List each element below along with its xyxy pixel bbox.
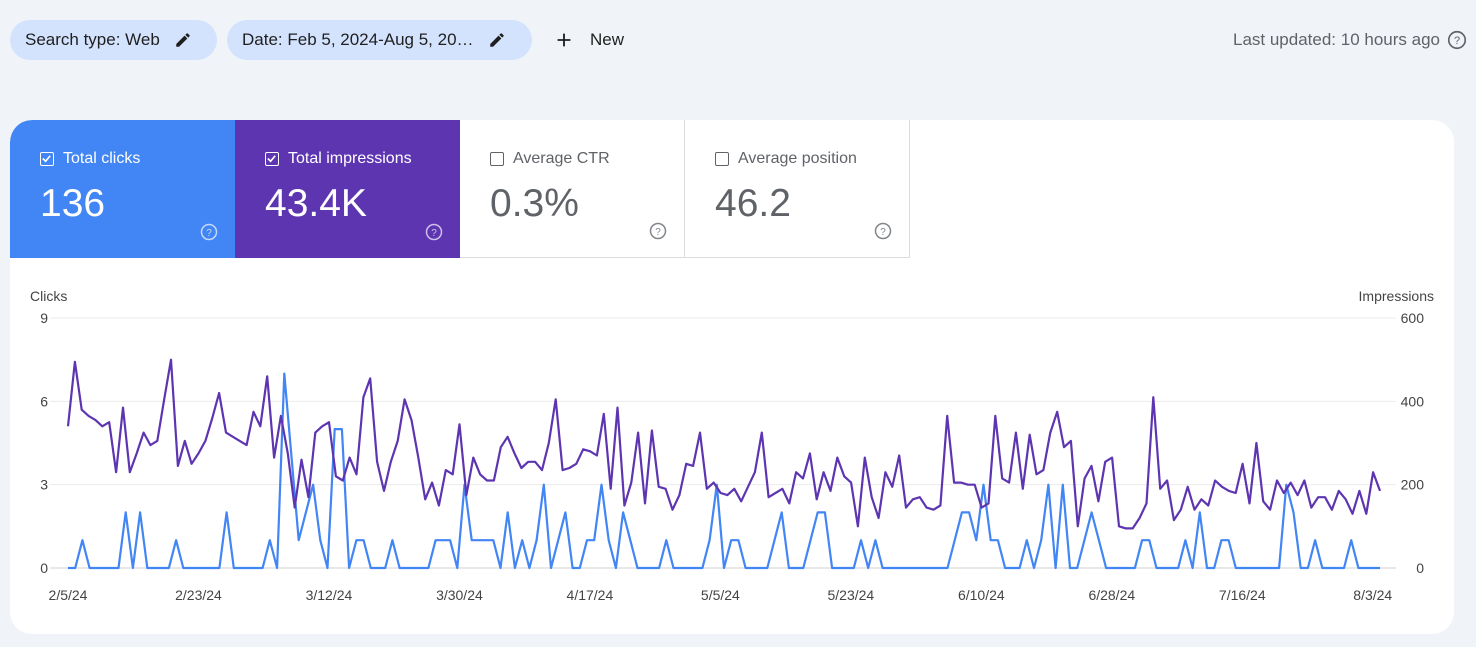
right-tick-label: 600 (1401, 310, 1425, 326)
x-tick-label: 5/5/24 (701, 587, 740, 603)
metric-value: 43.4K (265, 182, 367, 225)
right-tick-label: 0 (1416, 560, 1424, 576)
right-axis-title: Impressions (1359, 288, 1434, 304)
edit-icon (489, 33, 504, 47)
date-range-chip[interactable]: Date: Feb 5, 2024-Aug 5, 20… (227, 20, 532, 60)
left-tick-label: 6 (40, 393, 48, 409)
left-axis-title: Clicks (30, 288, 67, 304)
toolbar: Search type: Web Date: Feb 5, 2024-Aug 5… (10, 20, 1468, 60)
metric-label: Total impressions (288, 150, 412, 167)
help-icon[interactable]: ? (648, 221, 668, 241)
new-label: New (590, 30, 625, 49)
plus-icon (557, 33, 571, 47)
last-updated: Last updated: 10 hours ago ? (1233, 20, 1468, 60)
search-type-label: Search type: Web (25, 30, 160, 49)
svg-text:?: ? (655, 227, 661, 238)
impressions-series-line (66, 358, 1382, 530)
metric-label: Average CTR (513, 150, 610, 167)
last-updated-text: Last updated: 10 hours ago (1233, 30, 1440, 49)
metric-total-impressions[interactable]: Total impressions 43.4K ? (235, 120, 460, 258)
edit-icon (176, 33, 190, 47)
metric-value: 136 (40, 182, 106, 225)
left-tick-label: 0 (40, 560, 48, 576)
x-tick-label: 2/5/24 (49, 587, 88, 603)
x-tick-labels: 2/5/24 2/23/24 3/12/24 3/30/24 4/17/24 5/5/24… (49, 587, 1393, 603)
series-lines (66, 358, 1382, 570)
x-tick-label: 7/16/24 (1219, 587, 1266, 603)
metric-value: 46.2 (715, 182, 791, 225)
search-type-chip[interactable]: Search type: Web (10, 20, 217, 60)
metric-total-clicks[interactable]: Total clicks 136 ? (10, 120, 235, 258)
x-tick-label: 8/3/24 (1353, 587, 1392, 603)
metric-label-row: Average position (715, 150, 857, 168)
x-tick-label: 2/23/24 (175, 587, 222, 603)
checkbox-checked-icon[interactable] (265, 152, 279, 166)
metric-value: 0.3% (490, 182, 579, 225)
x-tick-label: 4/17/24 (567, 587, 614, 603)
svg-text:?: ? (880, 227, 886, 238)
left-tick-labels: 9 6 3 0 (40, 310, 48, 576)
help-icon[interactable]: ? (199, 222, 219, 242)
right-tick-labels: 600 400 200 0 (1401, 310, 1425, 576)
gridlines (50, 317, 1396, 569)
metric-average-position[interactable]: Average position 46.2 ? (685, 120, 910, 258)
performance-chart: Clicks Impressions 9 6 3 0 600 400 200 0 2/5/2… (30, 288, 1434, 603)
left-tick-label: 3 (40, 477, 48, 493)
left-tick-label: 9 (40, 310, 48, 326)
checkbox-checked-icon[interactable] (40, 152, 54, 166)
x-tick-label: 5/23/24 (827, 587, 874, 603)
x-tick-label: 6/28/24 (1088, 587, 1135, 603)
right-tick-label: 200 (1401, 477, 1425, 493)
metric-label-row: Total impressions (265, 150, 412, 168)
date-range-label: Date: Feb 5, 2024-Aug 5, 20… (242, 30, 474, 49)
checkbox-unchecked-icon[interactable] (715, 152, 729, 166)
metric-label-row: Average CTR (490, 150, 610, 168)
metric-label: Total clicks (63, 150, 141, 167)
checkbox-unchecked-icon[interactable] (490, 152, 504, 166)
metric-label: Average position (738, 150, 857, 167)
x-tick-label: 3/30/24 (436, 587, 483, 603)
svg-text:?: ? (1454, 35, 1460, 47)
help-icon[interactable]: ? (1446, 29, 1468, 51)
metric-average-ctr[interactable]: Average CTR 0.3% ? (460, 120, 685, 258)
performance-card: Total clicks 136 ? Total impressions 43.… (10, 120, 1454, 634)
svg-text:?: ? (206, 228, 212, 239)
clicks-series-line (68, 372, 1380, 570)
help-icon[interactable]: ? (873, 221, 893, 241)
x-tick-label: 3/12/24 (306, 587, 353, 603)
metric-label-row: Total clicks (40, 150, 140, 168)
x-tick-label: 6/10/24 (958, 587, 1005, 603)
new-filter-button[interactable]: New (553, 20, 624, 60)
svg-text:?: ? (431, 228, 437, 239)
right-tick-label: 400 (1401, 393, 1425, 409)
help-icon[interactable]: ? (424, 222, 444, 242)
